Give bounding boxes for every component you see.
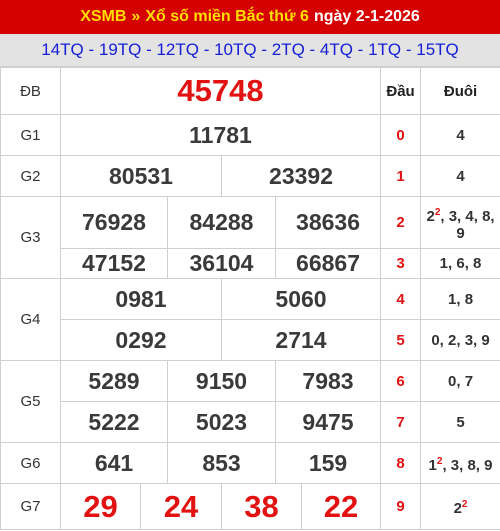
prize-number: 9475 bbox=[274, 401, 382, 443]
prize-label-g1: G1 bbox=[0, 114, 61, 156]
prize-number: 2714 bbox=[220, 319, 382, 361]
prize-number: 47152 bbox=[60, 248, 168, 279]
loto-tail: 22, 3, 4, 8, 9 bbox=[420, 196, 500, 249]
row-db: ĐB 45748 Đầu Đuôi bbox=[0, 67, 500, 115]
prize-label-g7: G7 bbox=[0, 483, 61, 530]
prize-number-g7: 38 bbox=[221, 483, 302, 530]
loto-head: 8 bbox=[380, 442, 422, 484]
prize-number: 5023 bbox=[167, 401, 276, 443]
prize-number: 159 bbox=[274, 442, 382, 484]
loto-head: 5 bbox=[380, 319, 422, 361]
prize-number: 0981 bbox=[60, 278, 222, 320]
loto-head: 0 bbox=[380, 114, 422, 156]
prize-number-g7: 22 bbox=[300, 483, 382, 530]
prize-number-g7: 24 bbox=[140, 483, 222, 530]
prize-label-g4: G4 bbox=[0, 278, 61, 361]
loto-tail: 1, 6, 8 bbox=[420, 248, 500, 279]
draw-date: ngày 2-1-2026 bbox=[313, 8, 420, 25]
loto-head: 9 bbox=[380, 483, 422, 530]
row-g3-a: G3 76928 84288 38636 2 22, 3, 4, 8, 9 bbox=[0, 196, 500, 279]
prize-number: 853 bbox=[167, 442, 276, 484]
loto-tail-first: 1 bbox=[428, 456, 437, 474]
row-g6: G6 641 853 159 8 12, 3, 8, 9 bbox=[0, 442, 500, 484]
loto-tail-count: 2 bbox=[434, 206, 441, 218]
prize-label-g5: G5 bbox=[0, 360, 61, 443]
loto-tail: 12, 3, 8, 9 bbox=[420, 442, 500, 484]
prize-number-g7: 29 bbox=[60, 483, 141, 530]
loto-tail-first: 2 bbox=[426, 207, 435, 225]
loto-tail-rest: , 3, 4, 8, 9 bbox=[440, 207, 495, 242]
loto-head: 6 bbox=[380, 360, 422, 402]
row-g3-b: 47152 36104 66867 3 1, 6, 8 bbox=[1, 248, 500, 279]
loto-tail-rest: , 3, 8, 9 bbox=[442, 456, 493, 474]
loto-head: 1 bbox=[380, 155, 422, 197]
prize-number: 5060 bbox=[220, 278, 382, 320]
prize-number: 11781 bbox=[59, 114, 382, 156]
loto-tail-header: Đuôi bbox=[420, 67, 500, 115]
ticket-codes: 14TQ - 19TQ - 12TQ - 10TQ - 2TQ - 4TQ - … bbox=[0, 34, 500, 67]
page-header: XSMB » Xổ số miền Bắc thứ 6 ngày 2-1-202… bbox=[0, 0, 500, 34]
prize-number: 0292 bbox=[60, 319, 222, 361]
row-g1: G1 11781 0 4 bbox=[0, 114, 500, 156]
loto-head: 3 bbox=[380, 248, 422, 279]
row-g2: G2 80531 23392 1 4 bbox=[0, 155, 500, 197]
prize-label-g6: G6 bbox=[0, 442, 61, 484]
loto-head-header: Đầu bbox=[380, 67, 422, 115]
loto-tail: 0, 7 bbox=[420, 360, 500, 402]
prize-number: 5222 bbox=[60, 401, 168, 443]
special-prize-number: 45748 bbox=[59, 67, 382, 115]
row-g5-a: G5 5289 9150 7983 6 0, 7 bbox=[0, 360, 500, 443]
prize-number: 36104 bbox=[167, 248, 276, 279]
row-g7: G7 29 24 38 22 9 22 bbox=[0, 483, 500, 530]
loto-head: 7 bbox=[380, 401, 422, 443]
prize-number: 66867 bbox=[274, 248, 382, 279]
prize-number: 76928 bbox=[60, 196, 168, 249]
loto-tail: 4 bbox=[420, 114, 500, 156]
prize-number: 641 bbox=[60, 442, 168, 484]
prize-number: 7983 bbox=[274, 360, 382, 402]
row-g5-b: 5222 5023 9475 7 5 bbox=[1, 401, 500, 443]
prize-label-db: ĐB bbox=[0, 67, 61, 115]
prize-number: 9150 bbox=[167, 360, 276, 402]
loto-tail: 5 bbox=[420, 401, 500, 443]
site-link[interactable]: XSMB bbox=[80, 8, 127, 25]
page-title[interactable]: Xổ số miền Bắc thứ 6 bbox=[145, 8, 309, 25]
row-g4-a: G4 0981 5060 4 1, 8 bbox=[0, 278, 500, 361]
prize-number: 84288 bbox=[167, 196, 276, 249]
loto-head: 4 bbox=[380, 278, 422, 320]
prize-label-g2: G2 bbox=[0, 155, 61, 197]
prize-number: 38636 bbox=[274, 196, 382, 249]
prize-number: 80531 bbox=[60, 155, 222, 197]
loto-tail-first: 2 bbox=[453, 500, 462, 517]
prize-number: 5289 bbox=[60, 360, 168, 402]
loto-tail: 22 bbox=[420, 483, 500, 530]
prize-label-g3: G3 bbox=[0, 196, 61, 279]
loto-head: 2 bbox=[380, 196, 422, 249]
breadcrumb-separator: » bbox=[131, 8, 141, 25]
prize-number: 23392 bbox=[220, 155, 382, 197]
row-g4-b: 0292 2714 5 0, 2, 3, 9 bbox=[1, 319, 500, 361]
results-table: ĐB 45748 Đầu Đuôi G1 11781 0 4 G2 80531 … bbox=[0, 67, 500, 530]
loto-tail: 0, 2, 3, 9 bbox=[420, 319, 500, 361]
loto-tail-count: 2 bbox=[436, 455, 443, 467]
loto-tail-count: 2 bbox=[461, 499, 468, 510]
loto-tail: 4 bbox=[420, 155, 500, 197]
loto-tail: 1, 8 bbox=[420, 278, 500, 320]
